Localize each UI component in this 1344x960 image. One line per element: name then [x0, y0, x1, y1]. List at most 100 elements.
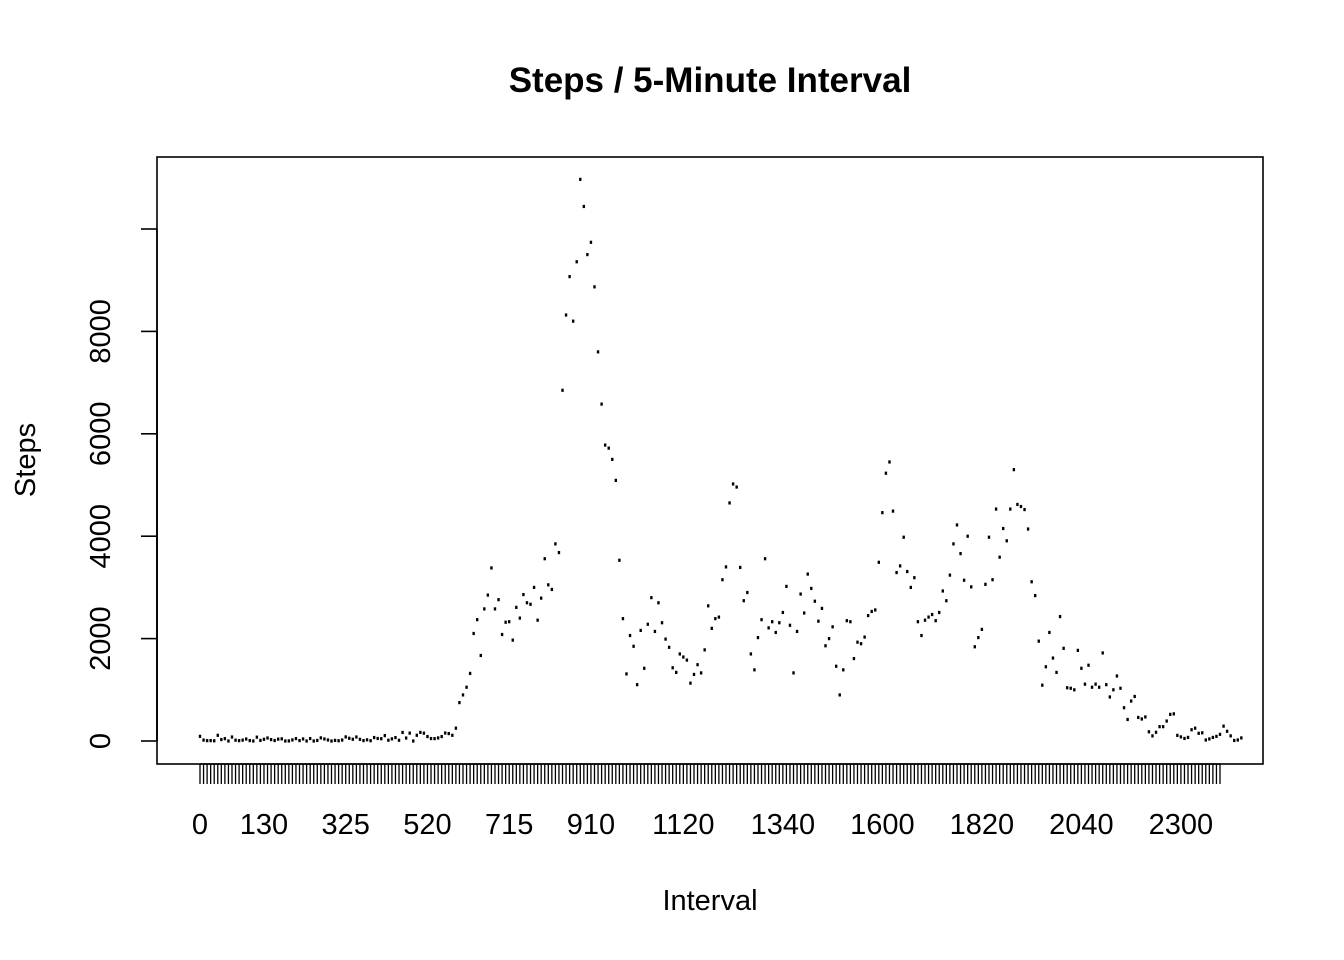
- data-point: [1126, 717, 1129, 722]
- data-point: [1161, 725, 1165, 729]
- data-point: [547, 583, 550, 587]
- data-point: [909, 585, 913, 589]
- data-point: [1016, 502, 1019, 507]
- data-point: [1140, 717, 1144, 721]
- data-point: [632, 644, 635, 648]
- data-point: [522, 592, 525, 597]
- data-point: [923, 618, 927, 622]
- data-point: [657, 601, 660, 605]
- data-point: [291, 738, 294, 742]
- data-point: [891, 509, 895, 513]
- data-point: [884, 471, 888, 475]
- data-point: [1115, 674, 1119, 678]
- data-point: [586, 253, 589, 257]
- data-point: [774, 630, 777, 635]
- data-point: [984, 582, 987, 586]
- data-point: [1097, 685, 1101, 689]
- x-tick-label: 1600: [850, 809, 915, 841]
- data-point: [348, 736, 351, 740]
- data-point: [767, 626, 770, 630]
- data-point: [316, 738, 319, 743]
- y-tick-label: 6000: [85, 402, 117, 467]
- data-point: [451, 733, 454, 737]
- data-point: [1233, 738, 1236, 743]
- x-tick-label: 520: [403, 809, 451, 841]
- data-point: [603, 443, 607, 447]
- data-point: [394, 735, 397, 740]
- data-point: [333, 738, 337, 742]
- data-point: [568, 275, 571, 279]
- data-point: [529, 602, 532, 606]
- data-point: [262, 737, 266, 741]
- chart-title: Steps / 5-Minute Interval: [509, 61, 912, 100]
- data-point: [1002, 526, 1005, 531]
- data-point: [692, 672, 696, 677]
- data-point: [699, 671, 703, 675]
- data-point: [383, 734, 387, 738]
- data-point: [1236, 738, 1239, 742]
- data-point: [1055, 670, 1058, 674]
- data-point: [500, 632, 504, 637]
- data-point: [497, 598, 500, 602]
- data-point: [955, 523, 959, 527]
- data-point: [660, 621, 664, 625]
- data-point: [273, 738, 276, 743]
- data-point: [408, 731, 411, 735]
- data-point: [685, 658, 689, 662]
- data-point: [849, 620, 852, 624]
- data-point: [970, 585, 973, 589]
- data-point: [589, 240, 593, 244]
- data-point: [507, 620, 511, 624]
- data-point: [703, 648, 706, 652]
- data-point: [1019, 504, 1023, 509]
- data-point: [1069, 686, 1072, 690]
- data-point: [1215, 734, 1218, 738]
- data-point: [1030, 580, 1033, 584]
- data-point: [227, 739, 230, 743]
- data-point: [927, 615, 930, 619]
- y-tick-label: 4000: [85, 504, 117, 569]
- data-point: [902, 535, 905, 539]
- data-point: [532, 585, 536, 589]
- data-point: [941, 589, 944, 593]
- data-point: [824, 644, 827, 648]
- data-point: [564, 313, 568, 317]
- data-point: [419, 730, 422, 734]
- data-point: [504, 620, 507, 624]
- data-point: [1129, 699, 1133, 703]
- data-point: [671, 666, 674, 670]
- data-point: [785, 584, 788, 588]
- data-point: [1048, 630, 1051, 635]
- data-point: [479, 653, 482, 658]
- data-point: [433, 737, 436, 741]
- data-point: [308, 736, 312, 741]
- data-point: [298, 738, 301, 743]
- data-point: [593, 285, 596, 289]
- data-point: [643, 666, 646, 670]
- data-point: [707, 604, 710, 608]
- data-point: [930, 612, 934, 617]
- data-point: [1147, 730, 1151, 734]
- data-point: [966, 534, 969, 538]
- data-point: [340, 738, 344, 742]
- data-point: [628, 633, 632, 638]
- data-point: [376, 736, 379, 741]
- data-point: [611, 457, 614, 461]
- data-point: [735, 485, 738, 489]
- data-point: [582, 204, 586, 209]
- data-point: [223, 737, 227, 741]
- data-point: [1090, 685, 1094, 689]
- data-point: [337, 739, 340, 743]
- data-point: [202, 738, 205, 742]
- data-point: [934, 619, 937, 623]
- data-point: [1211, 735, 1215, 740]
- x-tick-label: 910: [567, 809, 615, 841]
- data-point: [237, 739, 241, 743]
- data-point: [557, 550, 561, 555]
- data-point: [1201, 731, 1204, 735]
- data-point: [220, 737, 223, 742]
- data-point: [1033, 593, 1037, 598]
- data-point: [635, 683, 639, 687]
- data-point: [269, 738, 273, 742]
